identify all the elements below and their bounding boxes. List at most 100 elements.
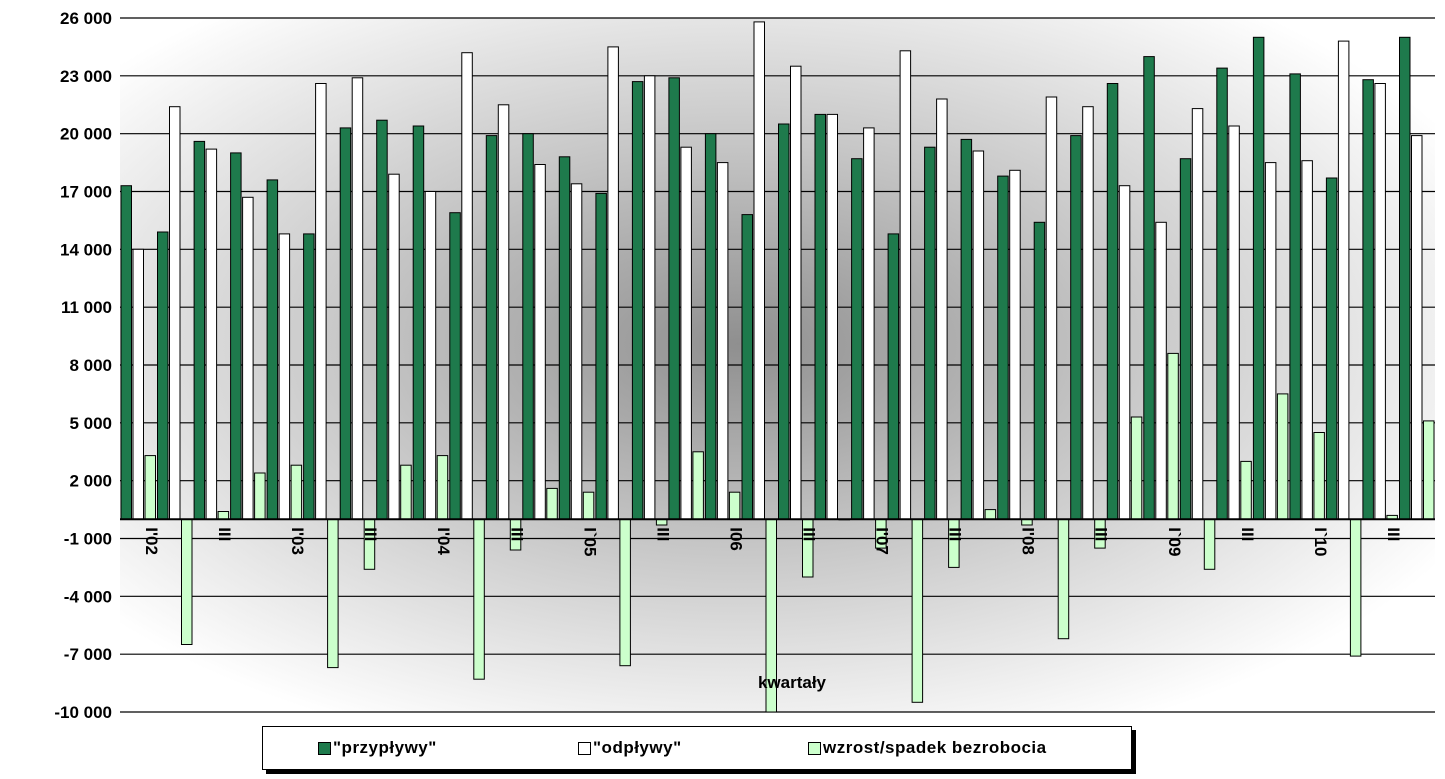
bar-przyplywy [1033,221,1046,520]
x-category-label: III [653,527,672,541]
bar-odplywy [424,191,437,520]
bar-przyplywy [741,214,753,520]
y-tick-label: 8 000 [69,356,112,375]
y-tick-label: 11 000 [61,298,112,317]
bar-przyplywy [814,113,826,520]
bar-przyplywy [449,212,461,520]
bar-odplywy [607,46,619,520]
legend-swatch-przyplywy [318,741,331,755]
bar-wzrost-spadek [217,511,230,520]
bar-przyplywy [1289,73,1301,520]
y-tick-label: 5 000 [69,414,112,433]
bar-wzrost-spadek [619,518,631,667]
bar-odplywy [1411,135,1423,520]
bar-przyplywy [120,185,132,520]
bar-przyplywy [1179,158,1192,520]
bar-wzrost-spadek [1203,518,1216,570]
x-category-label: I`05 [580,527,599,556]
bar-przyplywy [157,231,169,520]
bar-przyplywy [266,179,279,520]
bar-odplywy [680,146,692,520]
bar-przyplywy [485,135,498,520]
bar-wzrost-spadek [984,509,997,520]
bar-odplywy [1264,162,1277,520]
x-category-labels: I'02 III I'03 III I'04 III I`05 III I06 III I'07 II… [142,527,1403,556]
x-category-label: III [361,527,380,541]
x-category-label: III [1238,527,1257,541]
x-category-label: III [215,527,234,541]
y-tick-label: 2 000 [69,472,112,491]
bar-odplywy [826,113,838,520]
bar-wzrost-spadek [144,455,156,520]
bar-przyplywy [522,133,534,520]
bar-przyplywy [412,125,425,520]
x-category-label: I'07 [873,527,892,555]
bar-wzrost-spadek [911,518,924,703]
bar-przyplywy [376,119,388,520]
bar-wzrost-spadek [1057,518,1070,640]
bar-odplywy [169,106,181,520]
bar-odplywy [497,104,510,520]
bar-wzrost-spadek [692,451,704,520]
x-category-label: III [1384,527,1403,541]
bar-przyplywy [230,152,242,520]
bar-wzrost-spadek [1167,352,1179,520]
bar-przyplywy [1252,36,1265,520]
x-category-label: III [1092,527,1111,541]
bar-wzrost-spadek [582,491,595,520]
bar-przyplywy [1325,177,1338,520]
bar-odplywy [643,75,656,520]
bar-odplywy [242,196,254,520]
bar-wzrost-spadek [1240,460,1252,520]
bar-odplywy [132,248,144,520]
bar-odplywy [1337,40,1350,520]
legend-swatch-wzrost-spadek [808,741,821,755]
x-category-label: I06 [726,527,745,551]
bar-odplywy [899,50,912,520]
bar-odplywy [936,98,948,520]
bar-przyplywy [339,127,352,520]
bar-wzrost-spadek [473,518,485,680]
bar-przyplywy [887,233,900,520]
bar-wzrost-spadek [1276,393,1289,520]
bar-wzrost-spadek [546,487,558,520]
bar-odplywy [1082,106,1094,520]
gridlines [120,17,1435,713]
y-tick-label: -7 000 [64,645,112,664]
bar-przyplywy [924,146,936,520]
bar-odplywy [1191,108,1204,520]
x-category-label: I'03 [288,527,307,555]
bar-odplywy [534,164,546,520]
y-tick-label: 26 000 [60,9,112,28]
bar-wzrost-spadek [728,491,741,520]
bar-odplywy [1301,160,1313,520]
bar-odplywy [461,52,473,520]
bar-wzrost-spadek [327,518,339,669]
bar-przyplywy [1399,36,1411,520]
legend: "przypływy" "odpływy" wzrost/spadek bezr… [262,726,1132,770]
x-axis-label: kwartały [758,673,827,692]
y-tick-label: 20 000 [60,125,112,144]
bar-odplywy [972,150,985,520]
bar-wzrost-spadek [436,455,449,520]
y-axis: 26 000 23 000 20 000 17 000 14 000 11 000 8 00… [54,9,112,722]
bar-wzrost-spadek [1313,432,1325,520]
bar-odplywy [863,127,875,520]
x-category-label: III [800,527,819,541]
legend-item-przyplywy: "przypływy" [318,738,437,758]
bar-przyplywy [1216,67,1228,520]
bar-przyplywy [558,156,571,520]
y-tick-label: -10 000 [54,703,112,722]
bar-odplywy [716,162,729,520]
bars [120,21,1435,713]
x-category-label: I`10 [1311,527,1330,556]
y-tick-label: 23 000 [60,67,112,86]
bar-wzrost-spadek [1130,416,1143,520]
bar-przyplywy [997,175,1009,520]
bar-wzrost-spadek [181,518,193,646]
bar-przyplywy [1362,79,1374,520]
bar-wzrost-spadek [1349,518,1362,657]
bar-przyplywy [778,123,790,520]
bar-przyplywy [1070,135,1082,520]
